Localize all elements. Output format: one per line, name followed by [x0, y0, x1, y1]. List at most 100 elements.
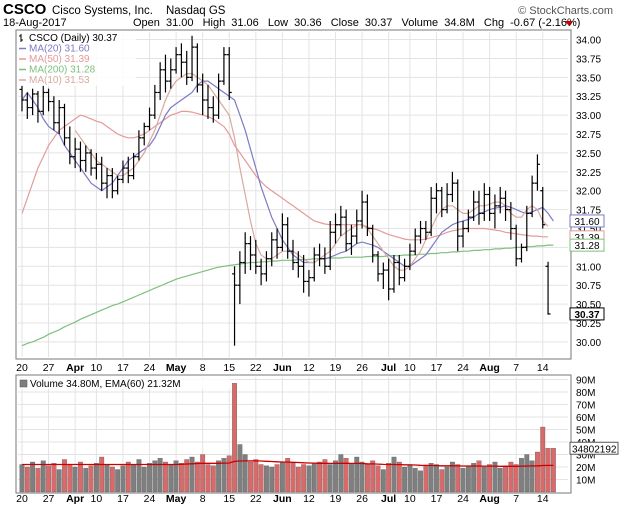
price-bar — [168, 58, 174, 89]
volume-x-tick-label: 24 — [457, 493, 469, 505]
price-bar — [471, 190, 477, 221]
volume-bar — [306, 465, 312, 493]
price-tick-label: 31.75 — [576, 206, 601, 217]
volume-bar — [88, 465, 94, 493]
price-bar — [418, 220, 424, 244]
volume-tick-label: 30M — [576, 451, 595, 462]
volume-bar — [99, 456, 105, 493]
volume-bar — [386, 463, 392, 493]
price-bar — [210, 96, 216, 123]
price-bar — [157, 62, 163, 101]
ma10-legend-label: MA(10) 31.53 — [29, 75, 90, 86]
price-bar — [141, 122, 147, 146]
price-axis-tag — [569, 214, 605, 228]
price-tick-label: 33.50 — [576, 73, 601, 84]
volume-bar — [279, 461, 285, 493]
volume-bar — [131, 464, 136, 493]
price-bar — [439, 186, 445, 218]
volume-bar — [237, 444, 243, 493]
volume-x-tick-label: Apr — [66, 493, 84, 505]
price-bar — [184, 50, 190, 85]
volume-bar — [508, 461, 514, 493]
volume-bar — [497, 468, 503, 493]
volume-x-tick-label: 12 — [303, 493, 315, 505]
volume-bar — [205, 464, 211, 493]
volume-bar — [19, 464, 25, 493]
price-axis-tag-label: 30.37 — [574, 310, 599, 321]
volume-bar — [370, 460, 376, 493]
company-name: Cisco Systems, Inc. — [52, 5, 153, 17]
volume-bar — [364, 464, 370, 493]
price-bar — [518, 243, 524, 263]
volume-legend-label: Volume 34.80M, EMA(60) 21.32M — [30, 379, 181, 390]
price-bar — [162, 54, 168, 93]
volume-bar — [46, 465, 51, 493]
price-tick-label: 32.25 — [576, 168, 601, 179]
volume-bar — [359, 461, 365, 493]
volume-bar — [465, 465, 471, 493]
volume-bar — [333, 460, 338, 493]
volume-bar — [274, 464, 280, 493]
price-panel — [15, 29, 572, 360]
volume-bar — [338, 454, 344, 493]
volume-bar — [179, 463, 184, 493]
price-bar — [72, 137, 78, 169]
low-value: 30.36 — [294, 17, 322, 29]
volume-x-tick-label: 26 — [356, 493, 368, 505]
price-bar — [534, 154, 540, 191]
volume-tick-label: 80M — [576, 388, 595, 399]
chg-value: -0.67 (-2.16%) — [510, 17, 580, 29]
volume-bar — [290, 463, 296, 493]
price-bar — [460, 220, 466, 248]
volume-tick-label: 50M — [576, 426, 595, 437]
price-tick-label: 34.00 — [576, 36, 601, 47]
price-bar — [242, 232, 248, 274]
price-bar — [449, 171, 455, 203]
price-bar — [247, 236, 253, 271]
volume-x-tick-label: 8 — [200, 493, 206, 505]
price-x-tick-label: Jun — [273, 362, 292, 374]
price-bar — [333, 213, 339, 244]
volume-bar — [513, 464, 519, 493]
price-bar — [258, 258, 264, 286]
price-bar — [226, 47, 232, 101]
price-bar — [51, 96, 57, 131]
price-x-tick-label: May — [166, 362, 187, 374]
price-tick-label: 30.00 — [576, 338, 601, 349]
volume-axis-tag-label: 34802192 — [572, 444, 617, 455]
price-x-tick-label: 24 — [144, 362, 156, 374]
volume-bar — [487, 464, 493, 493]
price-bar — [354, 209, 360, 244]
price-tick-label: 30.25 — [576, 319, 601, 330]
volume-bar — [40, 460, 46, 493]
volume-x-tick-label: May — [166, 493, 187, 505]
volume-bar — [524, 454, 530, 493]
volume-tick-label: 70M — [576, 401, 595, 412]
volume-bar — [428, 463, 434, 493]
chart-date: 18-Aug-2017 — [3, 17, 67, 29]
price-bar — [508, 202, 514, 240]
volume-bar — [253, 459, 259, 493]
volume-bar — [311, 463, 317, 493]
price-bar — [465, 209, 471, 233]
price-x-tick-label: Apr — [66, 362, 84, 374]
volume-bar — [184, 459, 190, 493]
price-bar — [343, 209, 349, 252]
volume-axis-tag — [569, 441, 619, 455]
price-legend-label: CSCO (Daily) 30.37 — [29, 33, 118, 44]
price-bar — [93, 152, 99, 180]
volume-bar — [317, 461, 322, 493]
price-bar — [370, 224, 376, 263]
high-label: High — [203, 17, 226, 29]
volume-bar — [492, 461, 498, 493]
volume-bar — [545, 448, 551, 493]
volume-bar — [285, 458, 291, 493]
close-value: 30.37 — [365, 17, 393, 29]
volume-x-tick-label: 20 — [16, 493, 28, 505]
price-bar — [348, 224, 354, 255]
price-bar — [290, 239, 296, 271]
volume-bar — [264, 465, 269, 493]
price-bar — [19, 84, 25, 112]
price-bar — [359, 190, 365, 229]
